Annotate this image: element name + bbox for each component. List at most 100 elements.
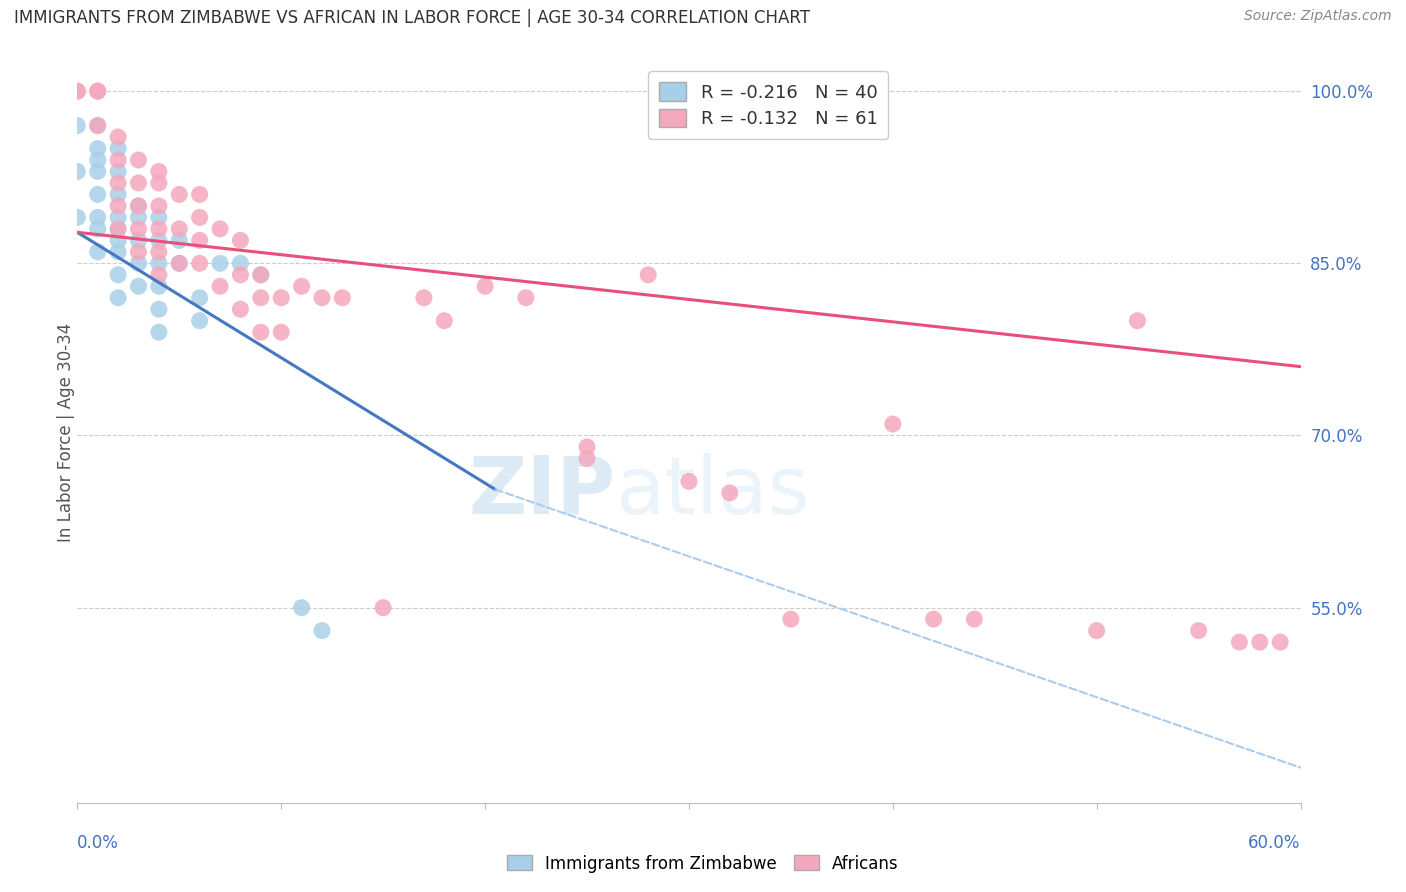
- Point: [576, 451, 599, 466]
- Point: [1229, 635, 1251, 649]
- Point: [66, 164, 89, 178]
- Point: [128, 222, 150, 236]
- Point: [87, 84, 110, 98]
- Point: [66, 84, 89, 98]
- Point: [209, 256, 232, 270]
- Point: [87, 222, 110, 236]
- Point: [148, 211, 170, 225]
- Point: [515, 291, 537, 305]
- Point: [963, 612, 986, 626]
- Point: [128, 199, 150, 213]
- Point: [270, 325, 292, 339]
- Point: [107, 233, 129, 247]
- Point: [188, 256, 211, 270]
- Point: [371, 600, 394, 615]
- Point: [637, 268, 659, 282]
- Point: [169, 187, 191, 202]
- Text: 0.0%: 0.0%: [77, 834, 120, 852]
- Point: [107, 187, 129, 202]
- Point: [332, 291, 354, 305]
- Point: [87, 244, 110, 259]
- Point: [922, 612, 945, 626]
- Point: [229, 302, 252, 317]
- Text: IMMIGRANTS FROM ZIMBABWE VS AFRICAN IN LABOR FORCE | AGE 30-34 CORRELATION CHART: IMMIGRANTS FROM ZIMBABWE VS AFRICAN IN L…: [14, 9, 810, 27]
- Point: [87, 153, 110, 167]
- Point: [128, 279, 150, 293]
- Y-axis label: In Labor Force | Age 30-34: In Labor Force | Age 30-34: [58, 323, 75, 542]
- Point: [188, 314, 211, 328]
- Point: [474, 279, 496, 293]
- Text: Source: ZipAtlas.com: Source: ZipAtlas.com: [1244, 9, 1392, 23]
- Point: [291, 600, 314, 615]
- Point: [229, 268, 252, 282]
- Point: [107, 222, 129, 236]
- Point: [66, 119, 89, 133]
- Point: [107, 142, 129, 156]
- Point: [87, 211, 110, 225]
- Point: [107, 130, 129, 145]
- Point: [148, 222, 170, 236]
- Point: [882, 417, 904, 431]
- Point: [1126, 314, 1149, 328]
- Point: [87, 164, 110, 178]
- Point: [229, 256, 252, 270]
- Text: ZIP: ZIP: [468, 453, 616, 531]
- Point: [107, 176, 129, 190]
- Point: [128, 244, 150, 259]
- Point: [148, 244, 170, 259]
- Point: [87, 119, 110, 133]
- Point: [576, 440, 599, 454]
- Point: [87, 187, 110, 202]
- Point: [87, 142, 110, 156]
- Point: [107, 244, 129, 259]
- Point: [291, 279, 314, 293]
- Point: [107, 268, 129, 282]
- Point: [1270, 635, 1292, 649]
- Point: [128, 199, 150, 213]
- Point: [107, 199, 129, 213]
- Point: [1249, 635, 1271, 649]
- Point: [66, 211, 89, 225]
- Point: [128, 153, 150, 167]
- Legend: Immigrants from Zimbabwe, Africans: Immigrants from Zimbabwe, Africans: [501, 848, 905, 880]
- Point: [209, 279, 232, 293]
- Point: [678, 475, 700, 489]
- Point: [780, 612, 803, 626]
- Point: [270, 291, 292, 305]
- Point: [311, 624, 333, 638]
- Point: [148, 233, 170, 247]
- Point: [413, 291, 436, 305]
- Point: [188, 211, 211, 225]
- Point: [107, 222, 129, 236]
- Point: [148, 256, 170, 270]
- Point: [66, 84, 89, 98]
- Point: [188, 187, 211, 202]
- Point: [148, 302, 170, 317]
- Point: [250, 291, 273, 305]
- Point: [718, 486, 741, 500]
- Point: [107, 164, 129, 178]
- Point: [250, 268, 273, 282]
- Point: [250, 325, 273, 339]
- Point: [128, 233, 150, 247]
- Point: [169, 256, 191, 270]
- Text: atlas: atlas: [616, 453, 810, 531]
- Point: [311, 291, 333, 305]
- Point: [229, 233, 252, 247]
- Point: [148, 268, 170, 282]
- Legend: R = -0.216   N = 40, R = -0.132   N = 61: R = -0.216 N = 40, R = -0.132 N = 61: [648, 71, 889, 139]
- Point: [209, 222, 232, 236]
- Point: [87, 119, 110, 133]
- Point: [169, 256, 191, 270]
- Point: [107, 211, 129, 225]
- Point: [128, 176, 150, 190]
- Point: [148, 199, 170, 213]
- Point: [107, 291, 129, 305]
- Point: [1085, 624, 1108, 638]
- Point: [128, 211, 150, 225]
- Point: [188, 233, 211, 247]
- Point: [148, 325, 170, 339]
- Point: [188, 291, 211, 305]
- Point: [250, 268, 273, 282]
- Point: [148, 176, 170, 190]
